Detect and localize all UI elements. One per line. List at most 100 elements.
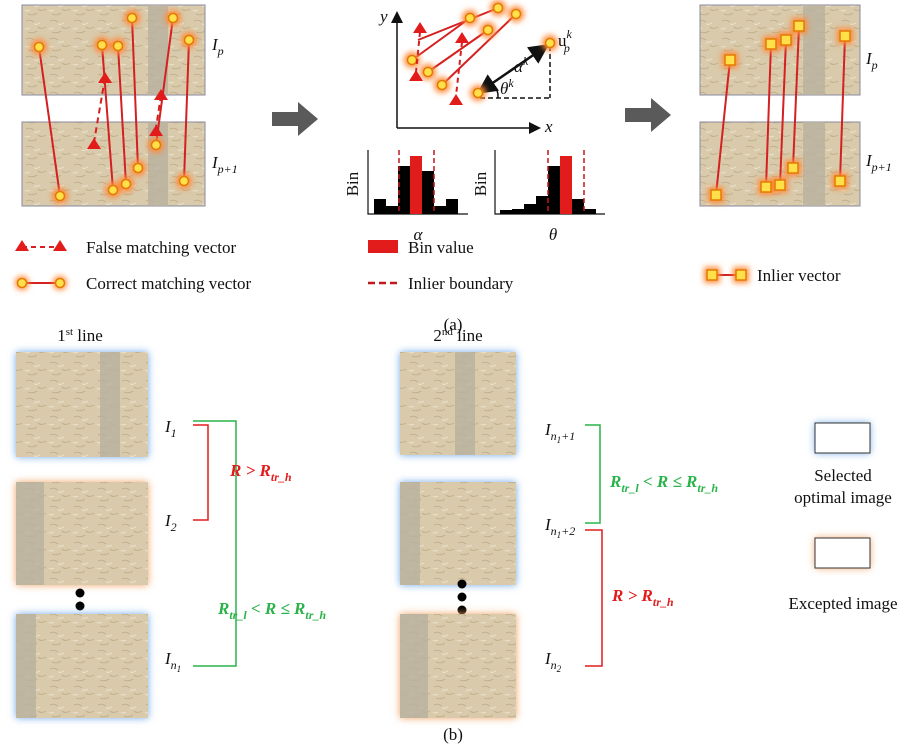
correct-vectors-g-circle [180,177,189,186]
legend-a-rect [707,270,717,280]
column-1-rect [100,352,120,457]
theta-histogram-g-rect [572,199,584,214]
image-label-tspan: p+1 [217,162,238,176]
right-images-g-rect [840,31,850,41]
right-images: Ip Ip+1 [700,5,892,206]
column-title-tspan: line [73,326,103,345]
condition-tspan: R > R [229,461,271,480]
column-1-circle [76,589,85,598]
column-2-rect [400,614,428,718]
axis-label: Bin [471,171,490,196]
image-label: In1+1 [544,420,575,445]
correct-vectors-g-circle [56,192,65,201]
theta-histogram-g-rect [512,209,524,214]
alpha-histogram-g-rect [386,206,398,214]
math-label-tspan: k [508,76,514,90]
right-images-g-rect [794,21,804,31]
image-label: In1+2 [544,515,575,540]
vector-geometry-circle [546,39,555,48]
column-title-tspan: nd [442,326,454,338]
column-1-path [193,425,208,520]
right-images-g-rect [781,35,791,45]
legend-label: Bin value [408,238,474,257]
vector-cloud-line [428,30,488,72]
alpha-histogram-g-rect [422,171,434,214]
condition-tspan: R [217,599,229,618]
alpha-histogram-g-rect [398,166,410,214]
legend-label: Correct matching vector [86,274,252,293]
alpha-histogram: Bin α [343,150,468,244]
flow-arrows-path [272,102,318,136]
math-label-tspan: θ [500,79,508,98]
legend-a-path [15,240,67,251]
right-images-g-rect [835,176,845,186]
column-1-path [193,421,236,666]
theta-histogram-g-rect [548,166,560,214]
correct-vectors-g-circle [122,180,131,189]
right-images-rect [803,122,825,206]
vector-cloud-g-path [413,22,427,33]
legend-label: Inlier boundary [408,274,514,293]
image-label: I1 [164,417,177,440]
column-2-path [585,425,600,523]
condition-tspan: tr_h [653,595,674,609]
math-label: αk [514,54,529,76]
image-label-tspan: +1 [561,429,575,443]
right-images-g-rect [766,39,776,49]
right-images-g-rect [788,163,798,173]
vector-cloud-g-circle [466,14,475,23]
vector-cloud-g-circle [494,4,503,13]
condition-tspan: tr_h [697,481,718,495]
image-label-tspan: p [217,44,224,58]
right-images-rect [700,5,860,95]
alpha-histogram-g-rect [374,199,386,214]
right-images-g-rect [725,55,735,65]
image-label-tspan: 2 [557,664,562,674]
legend-label: Inlier vector [757,266,841,285]
image-label-tspan: 2 [171,520,177,534]
theta-histogram: Bin θ [471,150,605,244]
condition: R > Rtr_h [229,461,292,484]
column-2: 2nd line In1+1 In1+2 In2 Rtr_l < R ≤ Rtr… [400,326,718,718]
theta-histogram-g-rect [500,210,512,214]
image-label: In2 [544,649,562,674]
image-label: I2 [164,511,177,534]
alpha-histogram-g-rect [446,199,458,214]
axis-label: y [378,7,388,26]
image-label-tspan: 1 [177,664,182,674]
axis-label: Bin [343,171,362,196]
theta-histogram-g-rect [536,196,548,214]
math-label-tspan: k [567,27,573,41]
column-title: 1st line [57,326,103,345]
column-2-path [585,530,602,666]
legend-b-rect [815,538,870,568]
image-label: In1 [164,649,181,674]
right-images-g-rect [775,180,785,190]
column-1-rect [16,614,36,718]
image-label-tspan: p+1 [871,160,892,174]
legend-a-circle [56,279,65,288]
column-2-circle [458,593,467,602]
legend-label: Selected [814,466,872,485]
vector-cloud-g-circle [484,26,493,35]
image-label-tspan: +2 [561,524,575,538]
column-1-rect [16,352,148,457]
condition: Rtr_l < R ≤ Rtr_h [217,599,326,622]
caption: (b) [443,725,463,744]
correct-vectors-g-circle [109,186,118,195]
math-label-tspan: k [523,54,529,68]
column-1-rect [16,482,44,585]
condition-tspan: tr_l [229,608,247,622]
correct-vectors-g-circle [185,36,194,45]
column-2-circle [458,580,467,589]
left-images: Ip Ip+1 [22,5,238,206]
condition-tspan: R [609,472,621,491]
theta-histogram-g-rect [524,204,536,214]
column-2-rect [455,352,475,455]
condition-tspan: tr_h [271,470,292,484]
axis-label: θ [549,225,557,244]
correct-vectors-g-circle [134,164,143,173]
condition: R > Rtr_h [611,586,674,609]
legend-a-circle [18,279,27,288]
